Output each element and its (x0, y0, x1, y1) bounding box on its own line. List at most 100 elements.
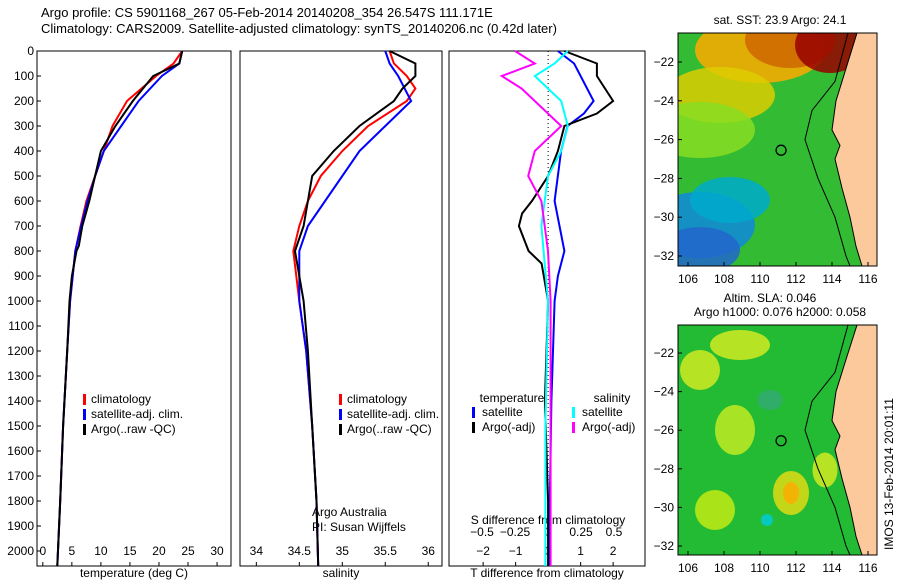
sst-patch (690, 177, 770, 223)
legend-label: satellite (482, 405, 523, 419)
x-tick-label: 15 (123, 544, 137, 558)
y-tick-label: 1400 (7, 394, 34, 408)
sla-patch (715, 405, 755, 455)
lon-tick-label: 116 (858, 272, 877, 286)
y-tick-label: 600 (14, 194, 34, 208)
y-tick-label: 800 (14, 244, 34, 258)
lon-tick-label: 110 (750, 561, 769, 575)
legend-label: Argo(-adj) (582, 420, 635, 434)
y-tick-label: 1200 (7, 344, 34, 358)
y-tick-label: 100 (14, 69, 34, 83)
y-tick-label: 1100 (8, 319, 34, 333)
x-tick-label: −1 (509, 544, 523, 558)
x-tick-label: 10 (94, 544, 108, 558)
x-axis-label: temperature (deg C) (80, 566, 188, 580)
argo-location-marker (775, 144, 787, 156)
legend-swatch (339, 424, 342, 435)
legend-label: satellite-adj. clim. (91, 407, 183, 421)
x-axis-label: salinity (323, 566, 360, 580)
lon-tick-label: 112 (786, 272, 805, 286)
x-tick-label: 1 (577, 544, 584, 558)
y-tick-label: 1300 (7, 369, 34, 383)
map-frame (677, 324, 878, 556)
annotation-line-1: Argo Australia (312, 505, 387, 519)
land (831, 325, 877, 555)
lat-tick-label: −24 (654, 385, 675, 399)
x-tick-label: 35.5 (374, 544, 398, 558)
sla-patch (812, 452, 838, 488)
lon-tick-label: 116 (858, 561, 877, 575)
s-tick-label: 0.25 (569, 525, 593, 539)
lat-tick-label: −32 (654, 249, 675, 263)
y-tick-label: 700 (14, 219, 34, 233)
sla-patch (757, 390, 783, 410)
lon-tick-label: 108 (714, 272, 734, 286)
sla-map-title-1: Altim. SLA: 0.046 (724, 291, 817, 305)
lat-tick-label: −22 (654, 346, 675, 360)
lon-tick-label: 114 (822, 561, 841, 575)
lon-tick-label: 110 (750, 272, 769, 286)
legend-label: Argo(..raw -QC) (347, 422, 432, 436)
lat-tick-label: −30 (654, 500, 675, 514)
x-tick-label: 5 (69, 544, 76, 558)
legend-swatch (472, 407, 475, 418)
legend-label: climatology (91, 392, 151, 406)
sla-patch (761, 514, 773, 526)
annotation-line-2: PI: Susan Wijffels (312, 520, 406, 534)
legend-label: Argo(-adj) (482, 420, 535, 434)
sla-patch (680, 350, 720, 390)
x-tick-label: 25 (181, 544, 195, 558)
legend-salinity-heading: salinity (594, 391, 631, 405)
lat-tick-label: −26 (654, 423, 675, 437)
bathymetry-contour (804, 325, 851, 555)
s-tick-label: −0.25 (500, 525, 531, 539)
map-1 (678, 33, 877, 266)
sst-patch (678, 227, 740, 266)
y-tick-label: 400 (14, 144, 34, 158)
legend-label: satellite (582, 405, 623, 419)
legend-swatch (339, 394, 342, 405)
title-line-2: Climatology: CARS2009. Satellite-adjuste… (41, 21, 557, 36)
x-tick-label: 0 (39, 544, 46, 558)
x-tick-label: 2 (610, 544, 617, 558)
sla-patch (695, 490, 735, 530)
legend-temperature-heading: temperature (480, 391, 545, 405)
imos-timestamp: IMOS 13-Feb-2014 20:01:11 (882, 398, 896, 550)
argo-location-marker (775, 435, 787, 447)
lat-tick-label: −32 (654, 539, 675, 553)
s-tick-label: 0.5 (606, 525, 623, 539)
series-s-argo-adj- (499, 50, 563, 566)
legend-label: climatology (347, 392, 407, 406)
x-tick-label: 30 (210, 544, 224, 558)
sla-map-title-2: Argo h1000: 0.076 h2000: 0.058 (694, 305, 866, 319)
series-argo-raw-qc- (293, 50, 417, 567)
lon-tick-label: 106 (678, 272, 698, 286)
legend-label: Argo(..raw -QC) (91, 422, 176, 436)
x-tick-label: 34 (250, 544, 264, 558)
lon-tick-label: 114 (822, 272, 841, 286)
lat-tick-label: −22 (654, 55, 675, 69)
y-tick-label: 1900 (7, 519, 34, 533)
lat-tick-label: −24 (654, 94, 675, 108)
sla-patch (710, 330, 770, 360)
plot-frame-salinity (239, 50, 443, 567)
lon-tick-label: 106 (678, 561, 698, 575)
legend-swatch (83, 409, 86, 420)
lat-tick-label: −26 (654, 133, 675, 147)
sst-map-title: sat. SST: 23.9 Argo: 24.1 (714, 13, 847, 27)
y-tick-label: 0 (27, 44, 34, 58)
lon-tick-label: 112 (786, 561, 805, 575)
y-tick-label: 2000 (7, 544, 34, 558)
sst-patch (678, 102, 755, 158)
legend-swatch (339, 409, 342, 420)
x-tick-label: 20 (152, 544, 166, 558)
legend-swatch (83, 394, 86, 405)
y-tick-label: 500 (14, 169, 34, 183)
y-tick-label: 200 (14, 94, 34, 108)
legend-swatch (472, 422, 475, 433)
lat-tick-label: −28 (654, 462, 675, 476)
lon-tick-label: 108 (714, 561, 734, 575)
lat-tick-label: −30 (654, 210, 675, 224)
